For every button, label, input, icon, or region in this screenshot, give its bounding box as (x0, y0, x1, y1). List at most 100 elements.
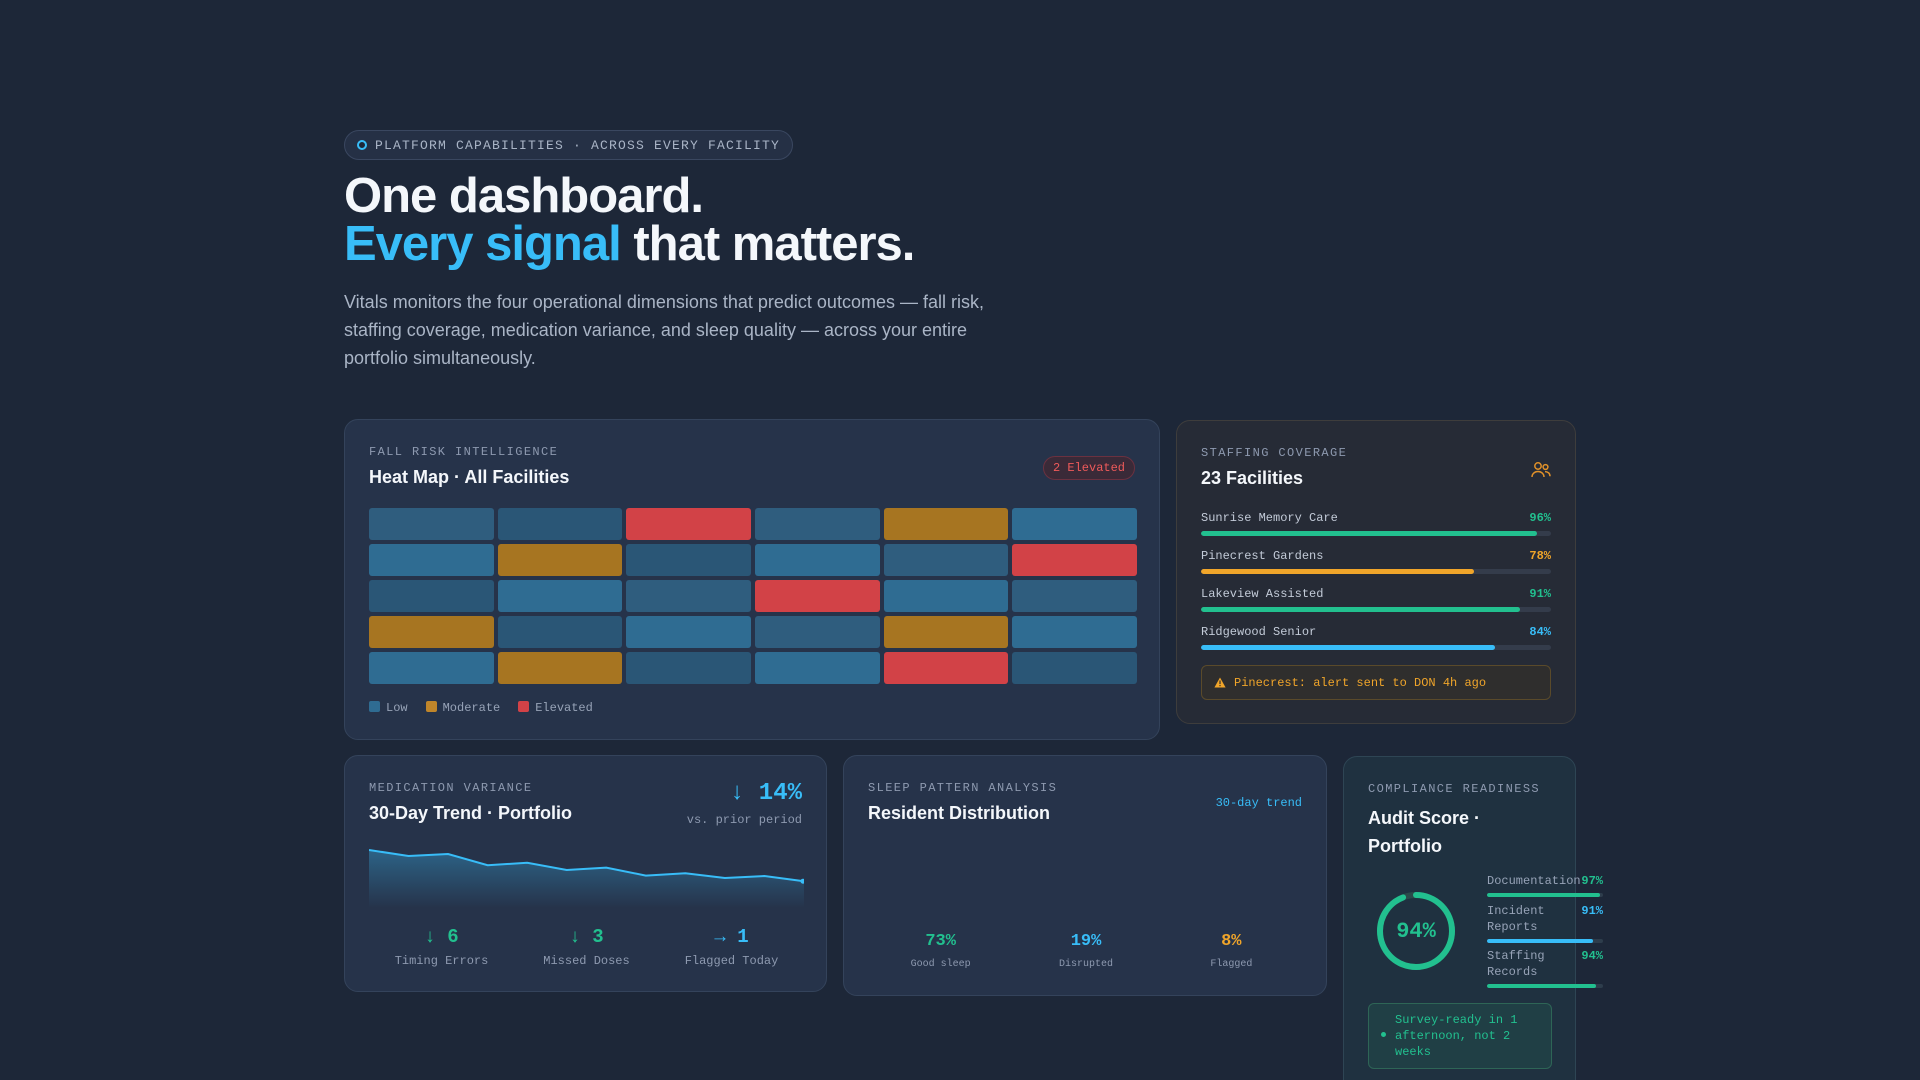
heat-cell-low (1012, 508, 1137, 540)
compliance-card: COMPLIANCE READINESS Audit Score · Portf… (1343, 756, 1603, 1080)
audit-score-gauge (1377, 892, 1455, 970)
legend-item: Moderate (425, 701, 501, 715)
warning-icon (1214, 677, 1226, 688)
sleep-title: Resident Distribution (868, 803, 1051, 823)
heat-cell-low (497, 616, 623, 648)
survey-text: Survey-ready in 1 afternoon, not 2 weeks (1395, 1013, 1518, 1059)
users-icon (1531, 461, 1551, 484)
metric-percent: 97% (1581, 874, 1603, 888)
compliance-title: Audit Score · Portfolio (1368, 808, 1481, 856)
heat-cell-low (883, 580, 1009, 612)
metric-bar-track (1487, 939, 1603, 943)
heat-cell-low (497, 508, 623, 540)
heat-cell-elevated (883, 652, 1009, 684)
legend-swatch (369, 701, 380, 712)
medication-delta-note: vs. prior period (686, 813, 802, 827)
staffing-card: STAFFING COVERAGE 23 Facilities Sunrise … (1176, 420, 1576, 724)
heat-cell-low (369, 508, 494, 540)
coverage-bar-fill (1201, 569, 1474, 574)
heat-cell-low (626, 652, 751, 684)
facility-name: Pinecrest Gardens (1201, 549, 1324, 563)
heat-cell-elevated (1012, 544, 1137, 576)
heat-cell-low (754, 652, 880, 684)
medication-delta: ↓ 14% (729, 780, 802, 807)
heat-cell-low (497, 580, 623, 612)
coverage-bar-fill (1201, 531, 1537, 536)
heat-cell-low (1012, 616, 1137, 648)
facility-row: Pinecrest Gardens 78% (1201, 549, 1551, 574)
staffing-alert: Pinecrest: alert sent to DON 4h ago (1201, 665, 1551, 700)
fall-risk-title: Heat Map · All Facilities (369, 467, 570, 487)
coverage-bar-fill (1201, 645, 1495, 650)
medication-stat: ↓ 3 Missed Doses (514, 926, 659, 968)
heat-cell-moderate (497, 544, 623, 576)
heat-cell-moderate (883, 616, 1009, 648)
survey-dot-icon (1381, 1032, 1386, 1037)
medication-stats: ↓ 6 Timing Errors ↓ 3 Missed Doses → 1 Flagge… (369, 926, 804, 968)
sleep-eyebrow: SLEEP PATTERN ANALYSIS (868, 781, 1058, 795)
metric-name: Incident Reports (1487, 904, 1545, 934)
legend-item: Low (369, 701, 408, 715)
title-line-2: Every signal that matters. (344, 217, 915, 271)
compliance-metric: Incident Reports 91% (1487, 903, 1603, 943)
compliance-metric: Documentation 97% (1487, 873, 1603, 897)
facility-percent: 78% (1529, 549, 1551, 563)
heat-cell-low (754, 508, 880, 540)
sleep-stat: 73% Good sleep (868, 932, 1013, 970)
metric-name: Documentation (1487, 874, 1581, 888)
coverage-bar-track (1201, 645, 1551, 650)
legend-label: Low (386, 701, 408, 715)
heat-cell-low (754, 544, 880, 576)
facility-percent: 84% (1529, 625, 1551, 639)
fall-risk-eyebrow: FALL RISK INTELLIGENCE (369, 445, 559, 459)
stat-label: Disrupted (1058, 959, 1113, 970)
legend-label: Elevated (535, 701, 593, 715)
survey-note: Survey-ready in 1 afternoon, not 2 weeks (1368, 1003, 1552, 1069)
staffing-title: 23 Facilities (1201, 468, 1304, 488)
metric-bar-fill (1487, 893, 1600, 897)
sparkline-line (369, 849, 804, 883)
facility-percent: 91% (1529, 587, 1551, 601)
sleep-trend-link[interactable]: 30-day trend (1215, 796, 1302, 810)
metric-bar-track (1487, 893, 1603, 897)
stat-label: Flagged (1210, 959, 1253, 970)
alert-text: Pinecrest: alert sent to DON 4h ago (1234, 675, 1487, 690)
legend-swatch (518, 701, 530, 712)
stat-value: → 1 (714, 926, 749, 948)
heat-cell-low (1012, 652, 1137, 684)
sleep-stats: 73% Good sleep 19% Disrupted 8% Flagged (868, 932, 1304, 970)
coverage-bar-track (1201, 607, 1551, 612)
facility-row: Sunrise Memory Care 96% (1201, 511, 1551, 536)
badge-label: PLATFORM CAPABILITIES · ACROSS EVERY FAC… (375, 137, 781, 153)
stat-value: 8% (1221, 932, 1242, 951)
title-rest: that matters. (620, 217, 915, 271)
stat-label: Good sleep (910, 959, 971, 970)
medication-card: MEDICATION VARIANCE 30-Day Trend · Portf… (344, 755, 827, 992)
heat-cell-low (754, 616, 880, 648)
facility-row: Lakeview Assisted 91% (1201, 587, 1551, 612)
fall-risk-card: FALL RISK INTELLIGENCE Heat Map · All Fa… (344, 419, 1160, 740)
coverage-bar-fill (1201, 607, 1520, 612)
heat-cell-elevated (754, 580, 880, 612)
sleep-card: SLEEP PATTERN ANALYSIS Resident Distribu… (843, 755, 1327, 996)
stat-label: Missed Doses (543, 954, 630, 968)
staffing-eyebrow: STAFFING COVERAGE (1201, 446, 1348, 460)
metric-bar-fill (1487, 939, 1593, 943)
heat-cell-moderate (883, 508, 1009, 540)
stat-label: Timing Errors (394, 954, 489, 968)
legend-swatch (425, 701, 437, 712)
heat-cell-low (883, 544, 1009, 576)
legend-label: Moderate (442, 701, 501, 715)
sparkline-area (369, 850, 804, 908)
compliance-eyebrow: COMPLIANCE READINESS (1368, 782, 1541, 796)
facility-percent: 96% (1529, 511, 1551, 525)
title-line-1: One dashboard. (344, 169, 704, 223)
medication-eyebrow: MEDICATION VARIANCE (369, 781, 533, 795)
stat-value: ↓ 6 (424, 926, 459, 948)
heat-cell-low (369, 652, 494, 684)
metric-percent: 94% (1581, 949, 1603, 963)
platform-badge: PLATFORM CAPABILITIES · ACROSS EVERY FAC… (344, 130, 794, 160)
facility-row: Ridgewood Senior 84% (1201, 625, 1551, 650)
sparkline-end-point (800, 878, 804, 884)
audit-score-value: 94% (1396, 918, 1436, 944)
